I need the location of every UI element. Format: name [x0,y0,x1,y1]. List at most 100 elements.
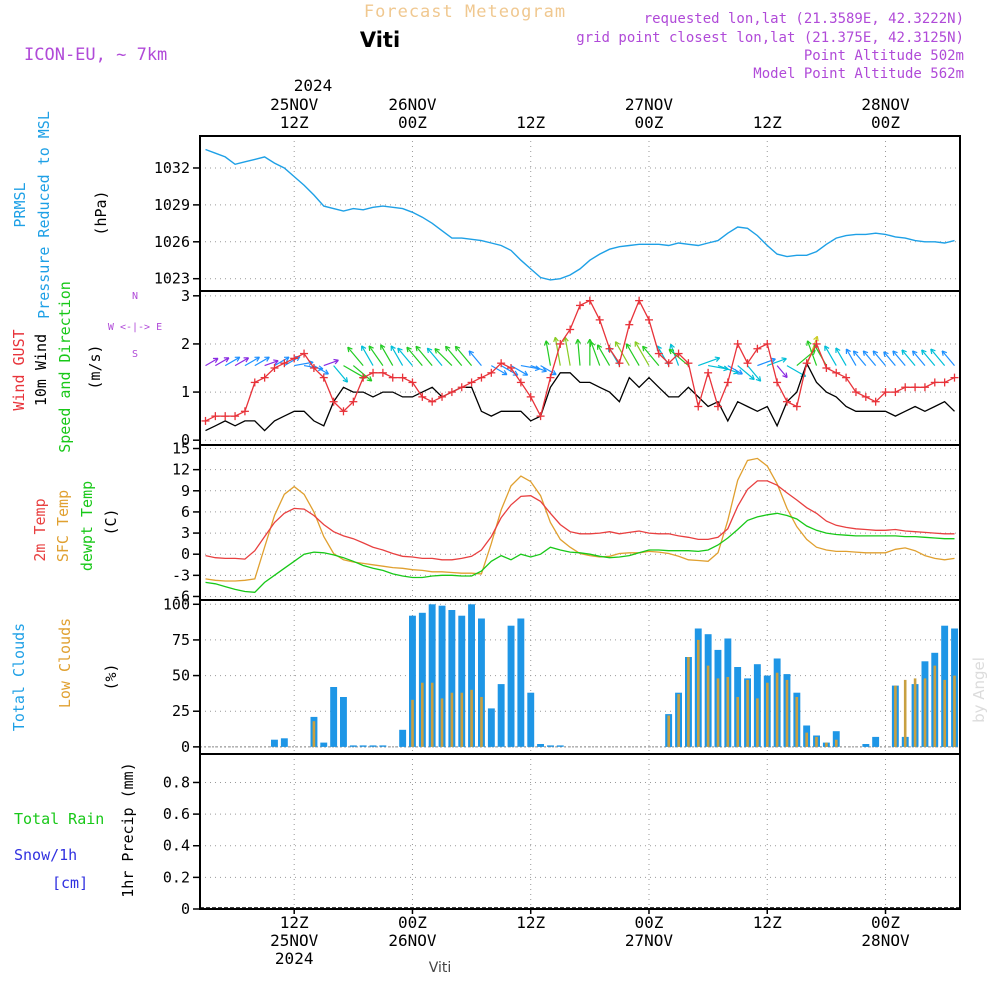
y-tick-label: 25 [172,702,190,720]
gust-marker [398,373,407,382]
point-altitude: Point Altitude 502m [804,48,964,64]
total-cloud-bar [399,729,407,747]
top-time-label: 00Z [871,113,900,132]
gust-marker [940,378,949,387]
wind-arrow [589,341,601,366]
gust-marker [526,392,535,401]
gust-marker [664,359,673,368]
y-tick-label: 0 [181,738,190,756]
wind-arrow [727,365,743,375]
wind-arrow [215,357,230,367]
dewpoint-line [205,512,955,593]
gust-marker [240,407,249,416]
gust-marker [369,368,378,377]
low-cloud-bar [480,697,483,747]
gust-marker [428,397,437,406]
gust-marker [713,402,722,411]
bottom-time-label: 00Z [871,913,900,932]
total-cloud-bar [468,604,475,747]
low-cloud-bar [312,721,316,747]
gust-marker [477,373,486,382]
wind-arrow [883,351,896,366]
y-tick-label: 75 [172,631,190,649]
wind-arrow [434,348,453,367]
wind-arrow [397,347,413,366]
y-tick-label: -3 [172,566,190,584]
p2-label-dir: Speed and Direction [56,281,74,453]
bottom-time-label: 12Z [753,913,782,932]
wind-arrow [454,345,473,366]
top-time-label: 12Z [280,113,309,132]
gust-marker [388,373,397,382]
bottom-time-label: 27NOV [625,931,674,950]
total-cloud-bar [517,618,525,747]
y-tick-label: 0.4 [163,837,190,855]
p1-label-pressure: Pressure Reduced to MSL [35,111,53,319]
gust-marker [270,364,279,372]
wind-arrow [491,365,508,376]
total-cloud-bar [438,605,446,747]
p4-label-low: Low Clouds [56,618,74,708]
low-cloud-bar [667,715,670,747]
gust-marker [349,397,358,406]
gust-marker [802,359,811,368]
total-cloud-bar [409,615,416,747]
y-tick-label: 100 [163,595,190,613]
gust-marker [723,378,732,387]
gust-marker [635,296,644,305]
gust-marker [418,392,427,401]
gust-marker [861,392,870,401]
wind-arrow [901,349,916,366]
wind-arrow [941,350,955,366]
low-cloud-bar [805,732,808,747]
wind-arrow [530,365,547,373]
bottom-time-label: 2024 [275,949,314,968]
wind-arrow [921,349,936,366]
low-cloud-bar [736,697,739,747]
y-tick-label: 0 [181,900,190,918]
total-cloud-bar [418,612,426,747]
gust-marker [950,373,959,382]
compass-we: W <-|-> E [108,322,162,333]
wind-arrow [426,347,443,366]
top-time-label: 26NOV [388,95,437,114]
pressure-line [205,148,955,281]
p2-label-wind: 10m Wind [32,334,50,406]
wind-speed-line [205,361,955,432]
gust-marker [881,388,890,397]
gust-marker [487,368,496,377]
gust-marker [201,416,210,425]
low-cloud-bar [421,682,424,747]
gust-marker [930,378,939,387]
compass-s: S [132,349,138,360]
low-cloud-bar [943,679,946,747]
total-cloud-bar [320,742,328,747]
y-tick-label: 15 [172,440,190,458]
top-time-label: 25NOV [270,95,319,114]
low-cloud-bar [756,698,759,747]
top-time-label: 12Z [516,113,545,132]
wind-arrow [244,356,260,367]
y-tick-label: -6 [172,587,190,605]
low-cloud-bar [923,678,927,747]
gust-marker [871,397,880,406]
gust-marker [911,383,920,392]
y-tick-label: 3 [181,287,190,305]
p2-unit: (m/s) [86,344,104,389]
low-cloud-bar [785,679,789,747]
gust-marker [733,339,742,348]
wind-arrow [892,350,906,366]
low-cloud-bar [726,677,730,747]
wind-arrow [634,341,650,366]
p5-label-rain: Total Rain [14,810,104,828]
total-cloud-bar [369,745,377,747]
wind-arrow [347,346,364,366]
total-cloud-bar [379,745,387,747]
low-cloud-bar [815,736,818,747]
low-cloud-bar [766,682,769,747]
gust-marker [250,378,259,387]
bottom-time-label: 00Z [635,913,664,932]
gust-marker [576,301,584,310]
low-cloud-bar [411,699,414,747]
